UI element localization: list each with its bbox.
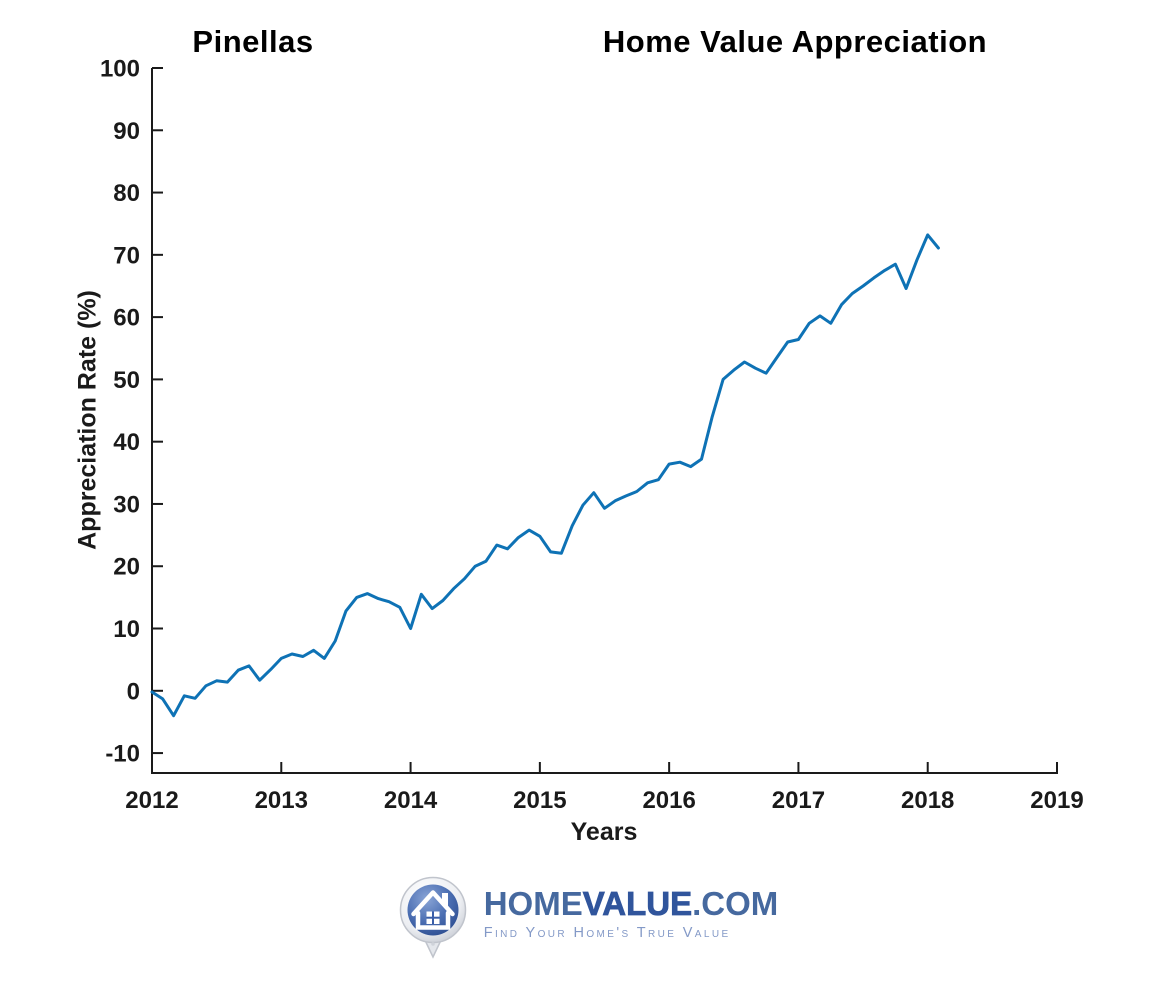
appreciation-line — [150, 233, 940, 718]
x-tick-label: 2012 — [125, 787, 178, 814]
x-tick-label: 2013 — [255, 787, 308, 814]
y-tick-label: 70 — [113, 242, 140, 269]
y-tick-label: 80 — [113, 180, 140, 207]
brand-tld: .COM — [692, 885, 779, 922]
y-tick-label: -10 — [105, 741, 140, 768]
appreciation-line-chart: -10 0 10 20 30 40 50 60 70 80 90 100 2012 2013 2014 201… — [100, 56, 1084, 815]
y-tick-label: 50 — [113, 367, 140, 394]
x-tick-label: 2015 — [513, 787, 566, 814]
house-glyph — [410, 890, 455, 930]
y-tick-label: 30 — [113, 491, 140, 518]
y-tick-label: 20 — [113, 554, 140, 581]
brand-home: HOME — [483, 885, 583, 922]
house-pin-icon — [399, 876, 466, 959]
y-tick-label: 90 — [113, 118, 140, 145]
homevalue-logo: HOMEVALUE.COM Find Your Home's True Valu… — [0, 874, 1167, 960]
y-axis-label: Appreciation Rate (%) — [73, 290, 102, 550]
chart-title-county: Pinellas — [192, 24, 314, 59]
brand-value: VALUE — [582, 885, 693, 922]
chart-title-metric: Home Value Appreciation — [602, 24, 988, 59]
x-tick-label: 2014 — [384, 787, 438, 814]
x-axis-label: Years — [570, 818, 638, 846]
brand-tagline: Find Your Home's True Value — [483, 925, 731, 941]
y-tick-label: 100 — [100, 56, 140, 83]
x-tick-label: 2017 — [772, 787, 825, 814]
x-tick-label: 2019 — [1030, 787, 1083, 814]
brand-wordmark: HOMEVALUE.COM — [483, 885, 779, 922]
x-tick-label: 2018 — [901, 787, 954, 814]
y-tick-label: 40 — [113, 429, 140, 456]
y-tick-label: 0 — [127, 678, 140, 705]
y-tick-label: 10 — [113, 616, 140, 643]
x-tick-label: 2016 — [642, 787, 695, 814]
y-tick-label: 60 — [113, 305, 140, 332]
